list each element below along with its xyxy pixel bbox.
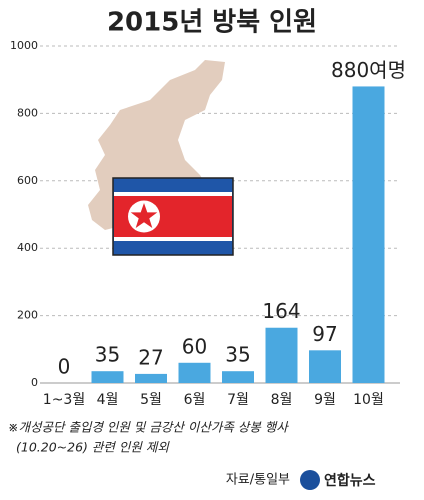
bar	[135, 373, 167, 383]
bar	[91, 371, 124, 383]
bar	[309, 350, 341, 383]
x-tick-label: 5월	[140, 392, 162, 408]
bar	[265, 327, 298, 383]
x-tick-label: 9월	[314, 392, 336, 408]
y-tick-label: 200	[17, 309, 38, 322]
bar	[222, 371, 254, 383]
credit: 연합뉴스	[324, 472, 376, 489]
value-label: 97	[312, 322, 337, 346]
flag	[112, 177, 234, 256]
y-tick-label: 1000	[10, 39, 38, 52]
y-tick-label: 0	[31, 376, 38, 389]
footnote: ※개성공단 출입경 인원 및 금강산 이산가족 상봉 행사	[8, 420, 289, 435]
logo-icon	[300, 470, 320, 490]
footnote: (10.20~26) 관련 인원 제외	[16, 440, 170, 455]
x-tick-label: 1~3월	[43, 392, 85, 408]
chart-title: 2015년 방북 인원	[107, 8, 317, 38]
value-label: 27	[138, 345, 163, 369]
y-tick-label: 400	[17, 241, 38, 254]
x-tick-label: 6월	[184, 392, 206, 408]
bar	[352, 86, 385, 383]
value-label: 164	[262, 299, 300, 323]
bar	[178, 362, 211, 383]
x-tick-label: 7월	[227, 392, 249, 408]
value-label: 880여명	[331, 58, 406, 82]
x-tick-label: 4월	[97, 392, 119, 408]
y-tick-label: 600	[17, 174, 38, 187]
x-tick-label: 8월	[271, 392, 293, 408]
value-label: 0	[58, 355, 71, 379]
value-label: 60	[182, 334, 207, 358]
x-tick-label: 10월	[353, 392, 384, 408]
y-tick-label: 800	[17, 106, 38, 119]
source: 자료/통일부	[226, 473, 290, 488]
value-label: 35	[95, 343, 120, 367]
value-label: 35	[225, 343, 250, 367]
